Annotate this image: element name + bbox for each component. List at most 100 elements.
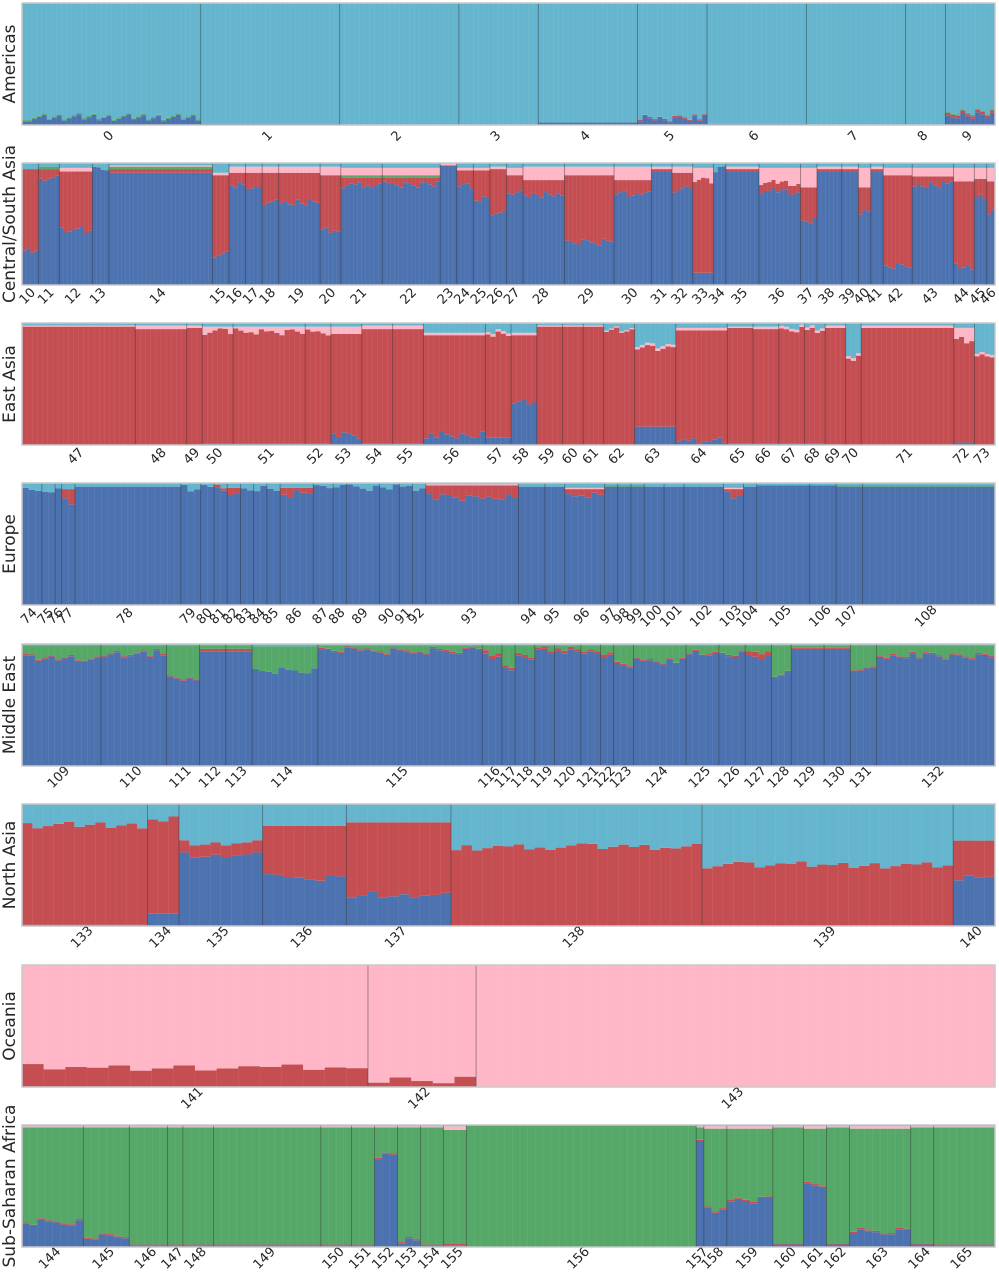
bar-segment (383, 654, 391, 766)
bar-segment (604, 485, 612, 487)
population-tick-label: 55 (394, 445, 416, 467)
bar-segment (659, 645, 667, 664)
bar-segment (47, 323, 54, 326)
bar-segment (233, 487, 241, 494)
bar-segment (294, 331, 301, 444)
bar-segment (521, 655, 529, 658)
population-tick-label: 52 (304, 445, 326, 467)
bar-segment (140, 645, 148, 651)
bar-segment (32, 828, 44, 925)
population-tick-label: 61 (580, 445, 602, 467)
bar-segment (452, 497, 460, 605)
bar-segment (922, 652, 930, 654)
bar-segment (152, 1126, 161, 1128)
bar-segment (190, 115, 197, 125)
bar-segment (495, 329, 502, 332)
population-tick-label: 111 (167, 763, 195, 791)
bar-segment (775, 167, 781, 184)
bar-segment (364, 3, 370, 125)
bar-segment (477, 170, 482, 202)
bar-segment (98, 1126, 107, 1128)
bar-segment (248, 332, 255, 444)
bar-segment (863, 667, 871, 669)
bar-segment (346, 897, 358, 926)
bar-segment (890, 866, 902, 926)
bar-segment (439, 494, 447, 605)
bar-segment (130, 1070, 153, 1087)
bar-segment (722, 863, 734, 926)
bar-segment (339, 484, 347, 605)
bar-segment (253, 491, 261, 605)
bar-segment (125, 163, 131, 166)
bar-segment (723, 491, 731, 605)
bar-segment (35, 483, 43, 491)
bar-segment (81, 483, 89, 487)
bar-segment (291, 166, 296, 173)
bar-segment (244, 1244, 253, 1246)
bar-segment (683, 486, 691, 605)
bar-segment (233, 172, 238, 188)
bar-segment (217, 328, 224, 444)
bar-segment (353, 177, 358, 185)
bar-segment (953, 263, 959, 285)
population-tick-label: 86 (283, 605, 305, 627)
bar-segment (310, 331, 316, 444)
bar-segment (22, 655, 29, 766)
bar-segment (101, 486, 109, 605)
bar-segment (124, 326, 131, 445)
bar-segment (315, 172, 321, 203)
bar-segment (900, 3, 907, 125)
bar-segment (713, 965, 736, 1087)
bar-segment (750, 169, 756, 172)
bar-segment (922, 327, 929, 445)
bar-segment (620, 663, 628, 666)
bar-segment (273, 874, 284, 926)
bar-segment (140, 329, 146, 445)
bar-segment (150, 163, 155, 166)
bar-segment (427, 163, 433, 168)
bar-segment (970, 3, 976, 116)
bar-segment (826, 3, 832, 125)
bar-segment (151, 1068, 174, 1087)
bar-segment (883, 175, 888, 266)
bar-segment (291, 172, 296, 205)
bar-segment (801, 3, 807, 124)
bar-segment (833, 171, 839, 285)
bar-segment (508, 645, 516, 668)
bar-segment (670, 848, 682, 926)
bar-segment (52, 1127, 61, 1222)
bar-segment (245, 651, 253, 766)
bar-segment (895, 483, 903, 486)
bar-segment (933, 325, 939, 328)
bar-segment (129, 166, 135, 170)
bar-segment (556, 166, 561, 181)
bar-segment (53, 804, 65, 824)
bar-segment (531, 180, 536, 193)
bar-segment (580, 651, 588, 654)
bar-segment (389, 1153, 398, 1155)
bar-segment (526, 404, 533, 445)
bar-segment (862, 486, 870, 605)
bar-segment (945, 163, 950, 168)
bar-segment (55, 483, 63, 489)
bar-segment (553, 3, 559, 123)
population-tick-label: 115 (383, 763, 411, 791)
bar-segment (925, 3, 931, 125)
bar-segment (146, 169, 151, 173)
bar-segment (150, 323, 157, 326)
bar-segment (295, 3, 301, 124)
bar-segment (212, 257, 217, 285)
bar-segment (630, 180, 636, 196)
bar-segment (705, 655, 713, 766)
bar-segment (650, 426, 656, 445)
population-tick-label: 34 (706, 285, 728, 307)
bar-segment (158, 169, 164, 173)
bar-segment (514, 163, 520, 168)
bar-segment (754, 163, 760, 167)
bar-segment (136, 1244, 145, 1246)
bar-segment (117, 165, 122, 167)
bar-segment (722, 442, 728, 445)
bar-segment (377, 645, 384, 652)
bar-segment (564, 489, 572, 495)
bar-segment (324, 1067, 347, 1087)
